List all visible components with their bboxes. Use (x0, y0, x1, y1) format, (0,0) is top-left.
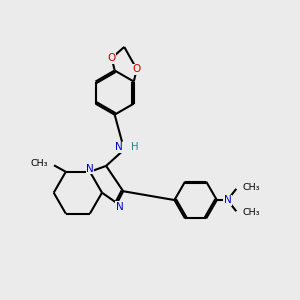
Text: O: O (108, 53, 116, 63)
Text: N: N (86, 164, 94, 174)
Text: H: H (130, 142, 138, 152)
Text: O: O (133, 64, 141, 74)
Text: N: N (116, 202, 123, 212)
Text: CH₃: CH₃ (242, 183, 260, 192)
Text: N: N (224, 195, 231, 205)
Text: CH₃: CH₃ (30, 159, 47, 168)
Text: CH₃: CH₃ (242, 208, 260, 217)
Text: N: N (115, 142, 123, 152)
